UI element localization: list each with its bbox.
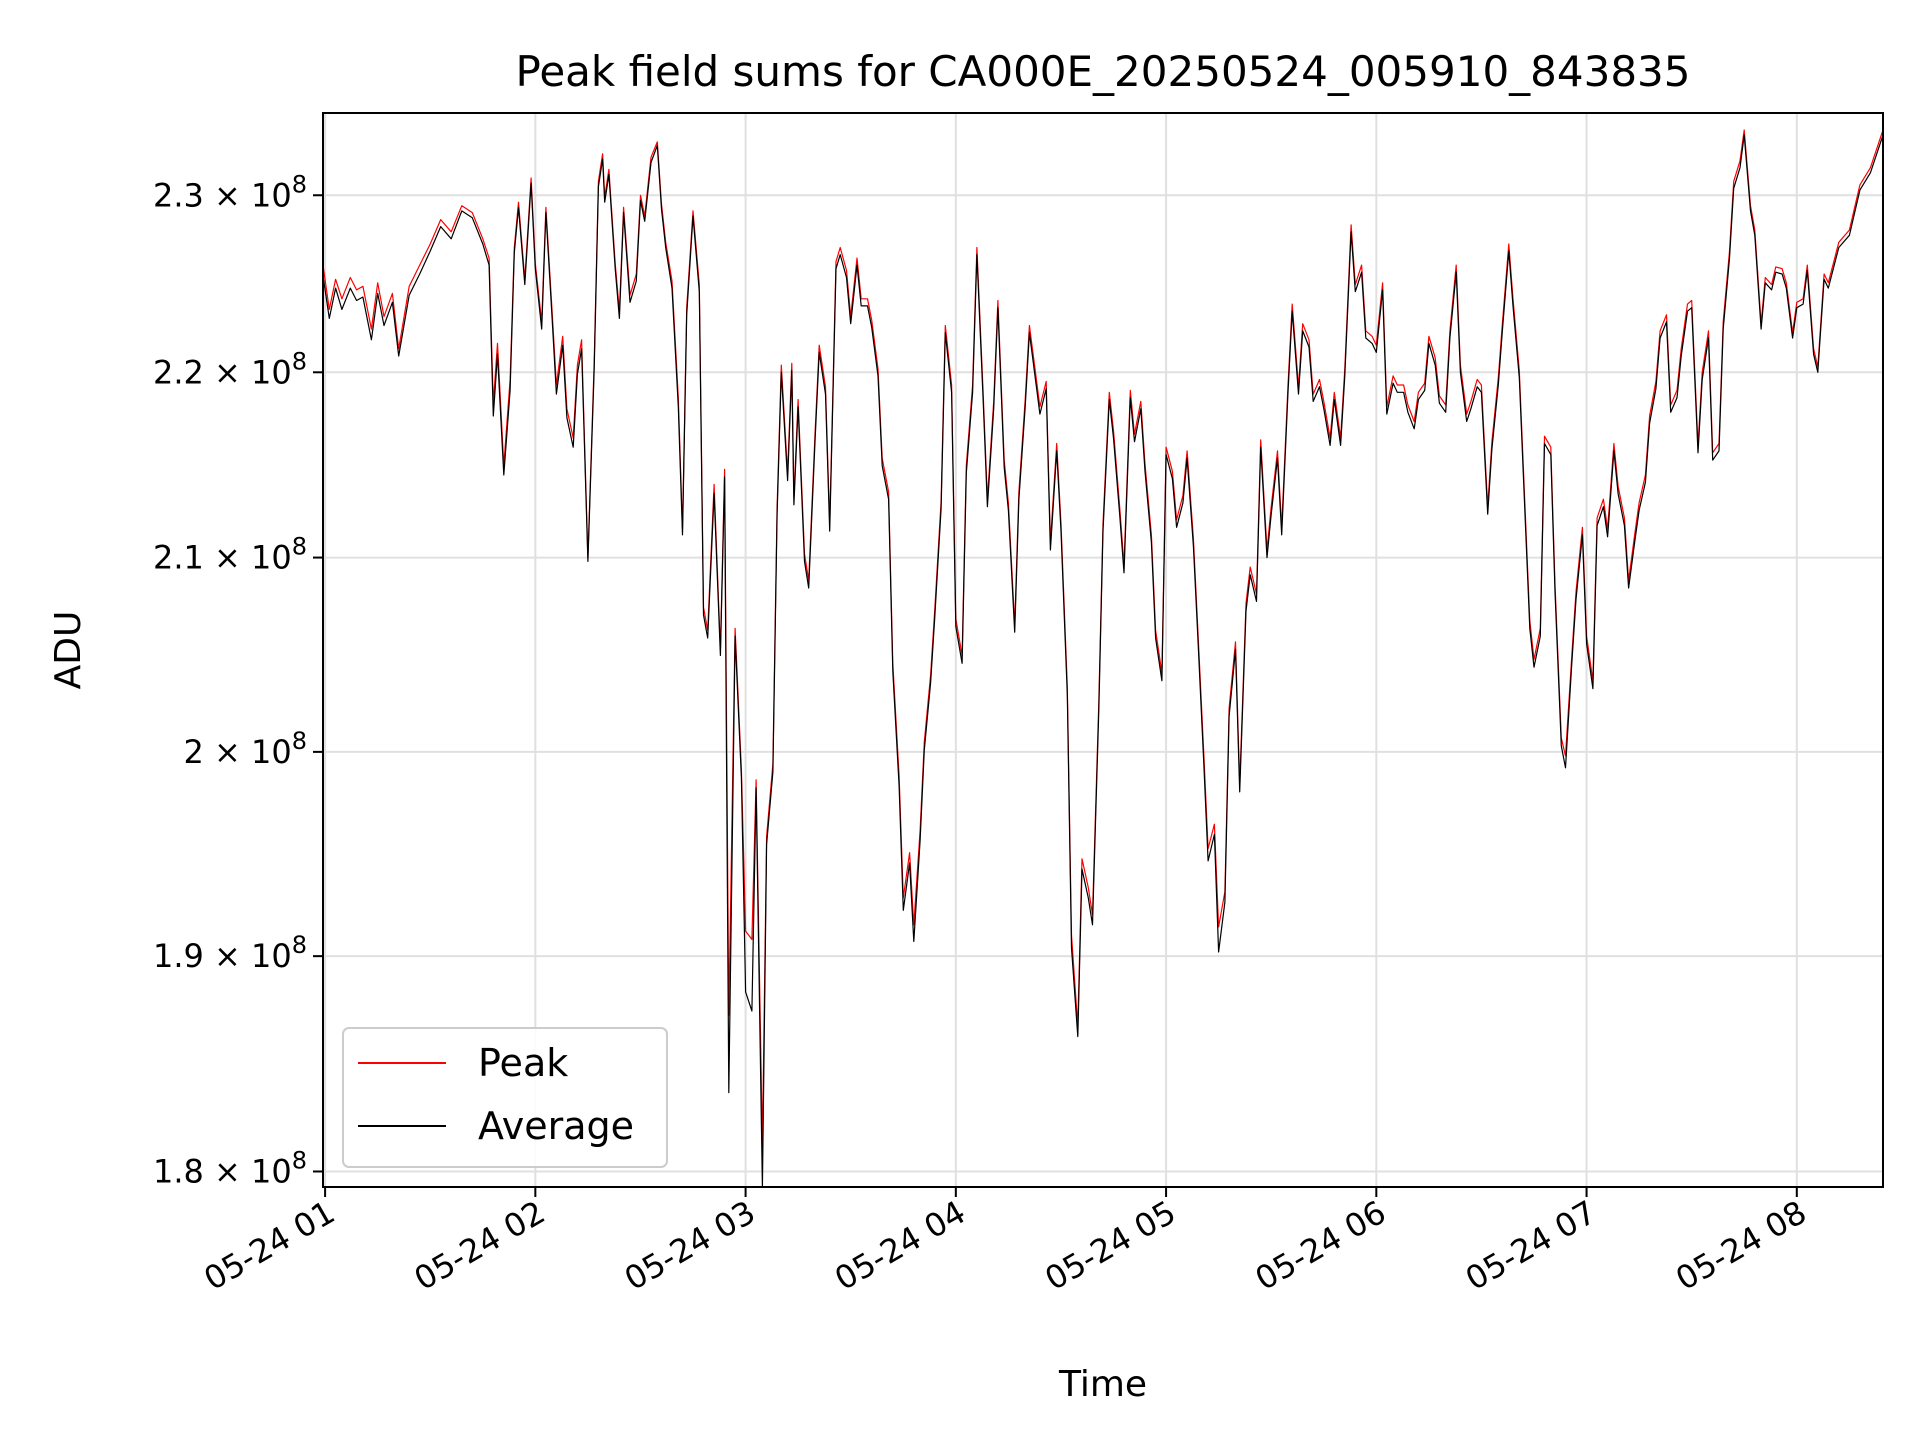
y-tick-label: 2.1 × 108 [153, 533, 307, 577]
plot-frame [322, 112, 1884, 1188]
legend-label-average: Average [478, 1104, 634, 1148]
y-tick-label: 2.2 × 108 [153, 347, 307, 391]
y-axis: 1.8 × 108 1.9 × 108 2 × 108 2.1 × 108 2.2 × … [153, 170, 323, 1190]
series-line-average [323, 134, 1883, 1187]
y-tick-label: 1.9 × 108 [153, 931, 307, 975]
x-axis-label: Time [1058, 1364, 1147, 1405]
y-tick-label: 1.8 × 108 [153, 1146, 307, 1190]
legend-label-peak: Peak [478, 1041, 568, 1085]
y-axis-label: ADU [48, 611, 89, 690]
chart-title: Peak field sums for CA000E_20250524_0059… [516, 47, 1691, 96]
legend: Peak Average [342, 1027, 668, 1168]
y-tick-label: 2 × 108 [183, 727, 307, 771]
grid [323, 113, 1883, 1187]
y-tick-label: 2.3 × 108 [153, 170, 307, 214]
plot-lines [323, 129, 1883, 1187]
